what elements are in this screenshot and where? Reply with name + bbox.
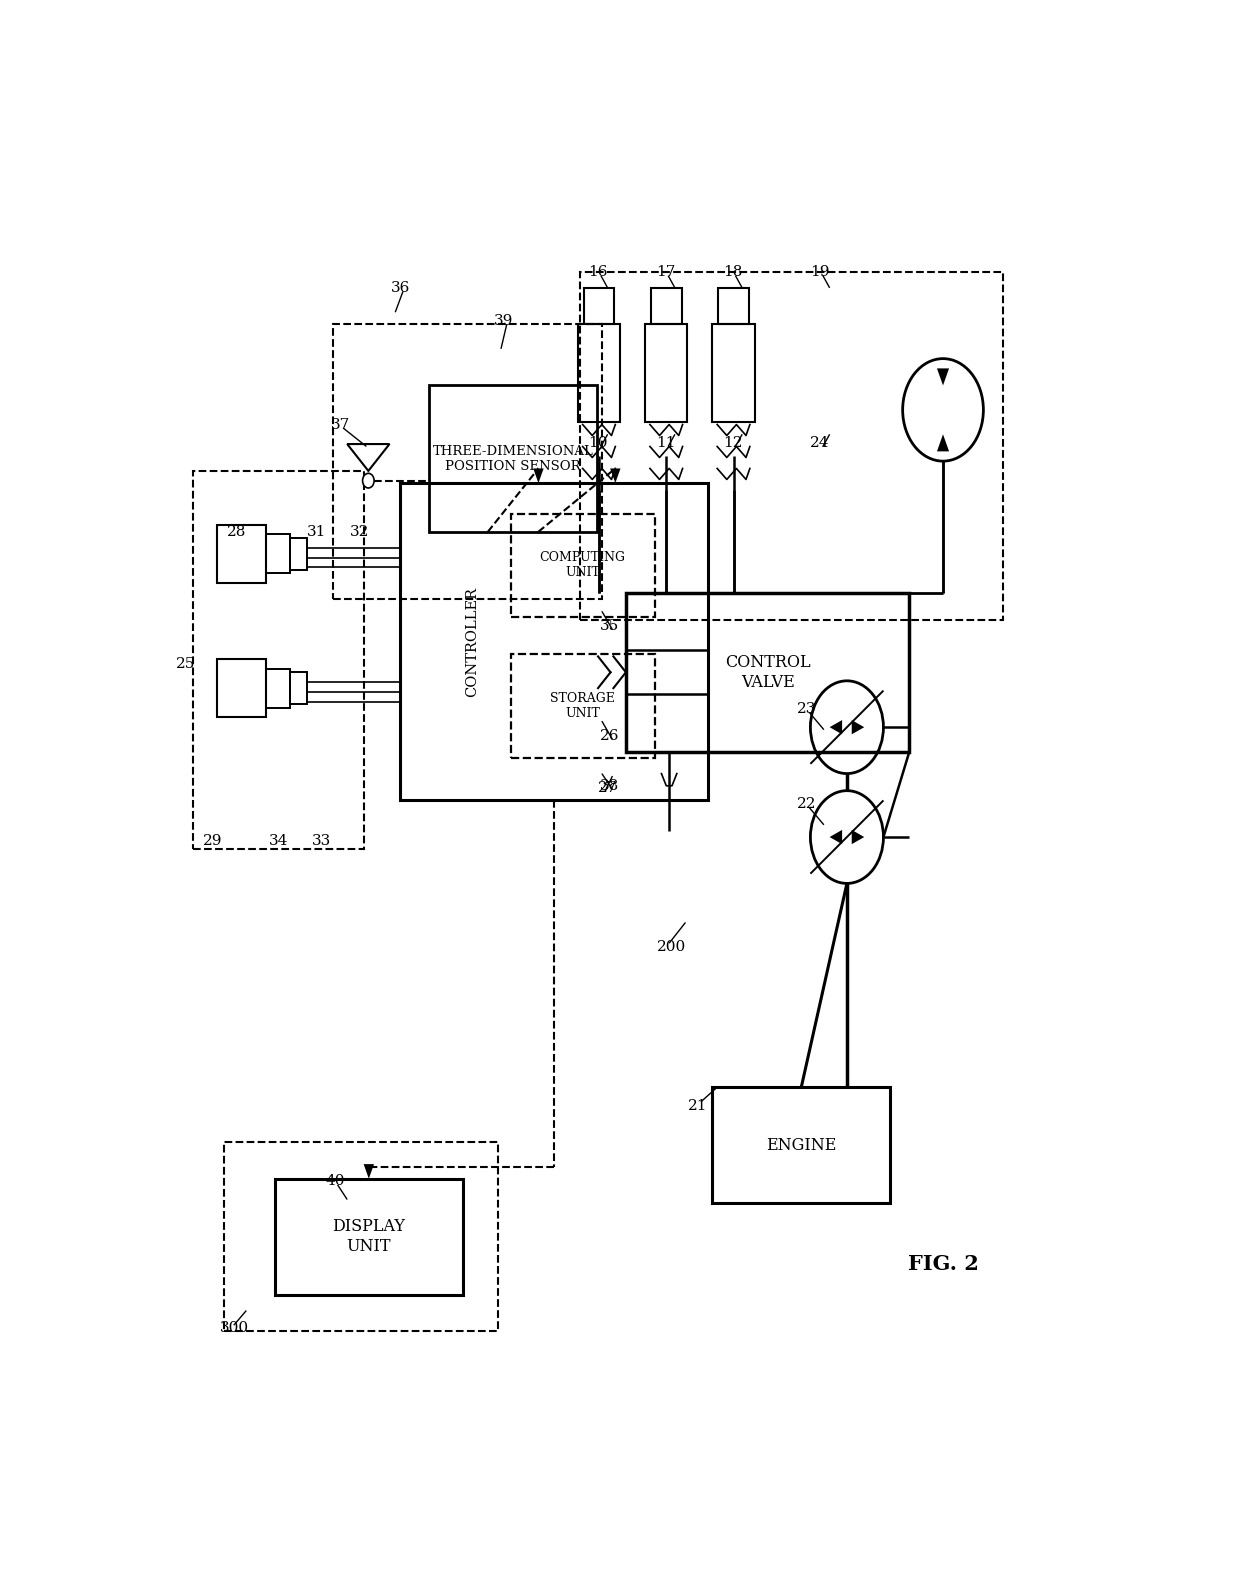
Text: 17: 17: [656, 265, 675, 279]
Polygon shape: [852, 720, 864, 734]
Polygon shape: [937, 434, 949, 452]
Bar: [712, 1087, 890, 1203]
Text: DISPLAY
UNIT: DISPLAY UNIT: [332, 1219, 405, 1255]
Text: 19: 19: [811, 265, 830, 279]
Text: 35: 35: [600, 618, 619, 632]
Polygon shape: [533, 469, 543, 483]
Text: STORAGE
UNIT: STORAGE UNIT: [551, 691, 615, 720]
Text: 36: 36: [391, 281, 409, 295]
Bar: [511, 655, 655, 758]
Bar: [511, 514, 655, 617]
Bar: [626, 593, 909, 751]
Text: 40: 40: [325, 1174, 345, 1189]
Text: 21: 21: [688, 1098, 708, 1113]
Text: 11: 11: [656, 436, 676, 450]
Bar: [290, 672, 306, 704]
Text: 200: 200: [657, 940, 686, 954]
Text: ENGINE: ENGINE: [766, 1136, 837, 1154]
Bar: [332, 325, 601, 599]
Text: 24: 24: [811, 436, 830, 450]
Polygon shape: [852, 831, 864, 845]
Text: CONTROLLER: CONTROLLER: [465, 586, 479, 697]
Polygon shape: [610, 469, 620, 483]
Text: COMPUTING
UNIT: COMPUTING UNIT: [539, 552, 626, 580]
Bar: [193, 471, 365, 850]
Text: 300: 300: [221, 1320, 249, 1335]
Text: 27: 27: [598, 781, 618, 796]
Bar: [217, 659, 265, 718]
Text: 34: 34: [268, 834, 288, 848]
Polygon shape: [363, 1163, 374, 1179]
Text: 32: 32: [350, 525, 370, 539]
Text: 33: 33: [311, 834, 331, 848]
Text: 38: 38: [600, 778, 619, 792]
Bar: [224, 1143, 498, 1331]
Bar: [290, 537, 306, 569]
Bar: [578, 325, 620, 422]
Text: 39: 39: [495, 314, 513, 328]
Text: THREE-DIMENSIONAL
POSITION SENSOR: THREE-DIMENSIONAL POSITION SENSOR: [433, 445, 594, 472]
Circle shape: [362, 474, 374, 488]
Bar: [265, 534, 290, 574]
Text: 25: 25: [176, 656, 196, 670]
Bar: [275, 1179, 463, 1295]
Text: 22: 22: [797, 797, 816, 812]
Text: 28: 28: [227, 525, 247, 539]
Text: 10: 10: [589, 436, 608, 450]
Text: FIG. 2: FIG. 2: [908, 1254, 978, 1274]
Bar: [651, 288, 682, 325]
Bar: [718, 288, 749, 325]
Text: CONTROL
VALVE: CONTROL VALVE: [725, 655, 811, 691]
Bar: [584, 288, 614, 325]
Text: 26: 26: [600, 729, 620, 743]
Bar: [429, 385, 596, 533]
Polygon shape: [937, 368, 949, 385]
Polygon shape: [830, 720, 842, 734]
Bar: [580, 273, 1003, 620]
Bar: [265, 669, 290, 707]
Bar: [401, 483, 708, 800]
Bar: [217, 525, 265, 583]
Polygon shape: [830, 831, 842, 845]
Text: 23: 23: [797, 702, 816, 716]
Text: 29: 29: [203, 834, 222, 848]
Bar: [645, 325, 687, 422]
Text: 37: 37: [331, 417, 350, 431]
Text: 18: 18: [723, 265, 743, 279]
Text: 31: 31: [306, 525, 326, 539]
Text: 16: 16: [589, 265, 608, 279]
Text: 12: 12: [723, 436, 743, 450]
Bar: [712, 325, 755, 422]
